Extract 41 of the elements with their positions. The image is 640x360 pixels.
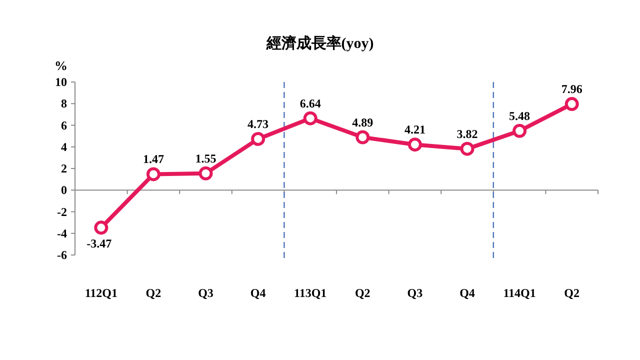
data-label: -3.47 [86,236,112,251]
data-label: 3.82 [456,126,478,141]
y-tick-label: -4 [57,226,67,240]
data-label: 5.48 [509,108,530,123]
x-tick-label: Q2 [354,286,370,300]
data-label: 1.47 [142,152,164,166]
y-tick-label: 0 [61,183,67,198]
y-tick-label: 6 [61,118,67,132]
x-tick-label: Q4 [250,286,266,300]
x-tick-label: Q3 [198,286,214,300]
chart-title: 經濟成長率(yoy) [265,34,374,52]
y-tick-label: 10 [55,75,67,89]
data-label: 4.89 [352,115,374,130]
y-tick-label: 4 [61,140,67,154]
y-tick-label: 8 [61,96,67,111]
point [408,138,422,152]
data-label: 4.73 [248,116,269,131]
x-tick-label: Q3 [407,286,423,300]
point [94,220,108,235]
y-tick-label: 2 [61,162,67,176]
point [460,142,474,156]
x-tick-label: Q2 [564,286,580,300]
point [564,97,579,112]
data-label: 4.21 [404,122,426,137]
point [303,111,318,126]
x-tick-label: 113Q1 [294,286,327,300]
y-tick-label: -6 [57,248,67,262]
x-tick-label: 114Q1 [503,286,536,300]
y-tick-label: -2 [57,204,67,219]
y-axis-title: % [54,58,68,73]
point [356,130,370,144]
point [512,124,527,138]
data-label: 6.64 [300,96,321,110]
x-tick-label: Q2 [146,286,162,300]
x-tick-label: Q4 [460,286,475,300]
point [198,166,213,180]
x-tick-label: 112Q1 [84,286,118,300]
data-label: 1.55 [195,151,216,166]
point [146,167,160,182]
data-label: 7.96 [561,82,582,96]
point [251,132,266,146]
